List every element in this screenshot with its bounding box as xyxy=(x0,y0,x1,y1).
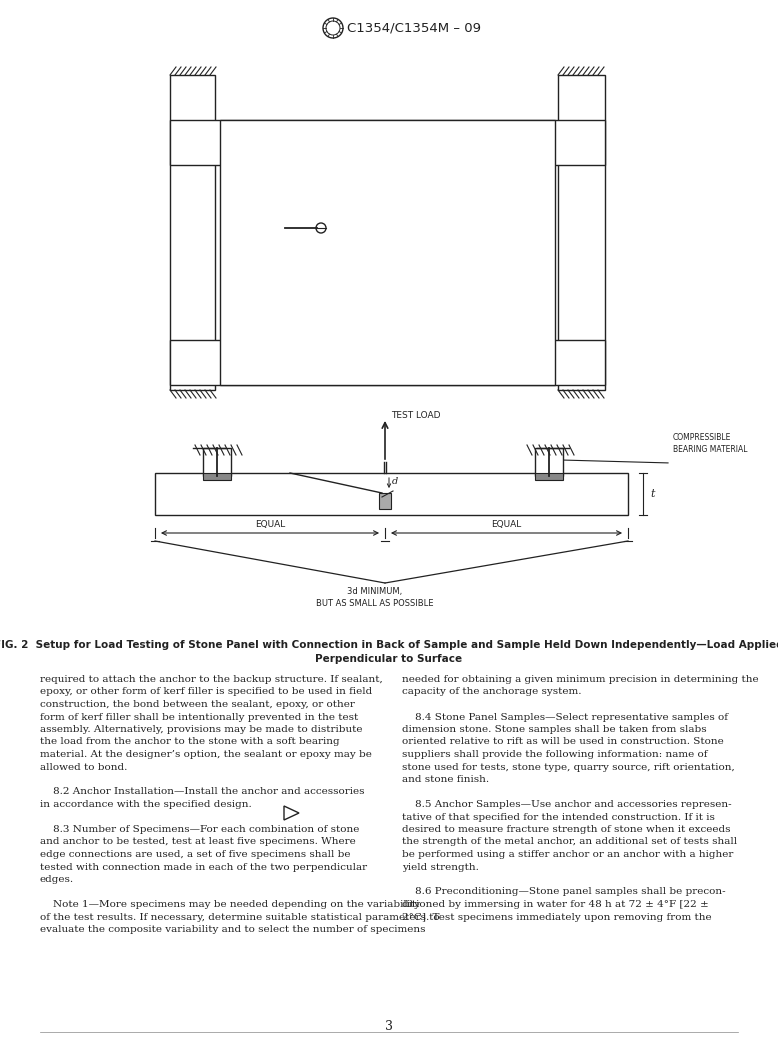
Text: EQUAL: EQUAL xyxy=(492,520,521,529)
Text: tested with connection made in each of the two perpendicular: tested with connection made in each of t… xyxy=(40,863,367,871)
Polygon shape xyxy=(284,806,299,820)
Text: yield strength.: yield strength. xyxy=(402,863,479,871)
Text: 8.6 Preconditioning—Stone panel samples shall be precon-: 8.6 Preconditioning—Stone panel samples … xyxy=(402,888,726,896)
Text: required to attach the anchor to the backup structure. If sealant,: required to attach the anchor to the bac… xyxy=(40,675,383,684)
Circle shape xyxy=(316,223,326,233)
Bar xyxy=(170,120,605,166)
Text: epoxy, or other form of kerf filler is specified to be used in field: epoxy, or other form of kerf filler is s… xyxy=(40,687,372,696)
Text: assembly. Alternatively, provisions may be made to distribute: assembly. Alternatively, provisions may … xyxy=(40,725,363,734)
Text: needed for obtaining a given minimum precision in determining the: needed for obtaining a given minimum pre… xyxy=(402,675,759,684)
Text: tative of that specified for the intended construction. If it is: tative of that specified for the intende… xyxy=(402,812,715,821)
Text: 8.5 Anchor Samples—Use anchor and accessories represen-: 8.5 Anchor Samples—Use anchor and access… xyxy=(402,799,731,809)
Bar xyxy=(155,473,628,515)
Text: COMPRESSIBLE
BEARING MATERIAL: COMPRESSIBLE BEARING MATERIAL xyxy=(673,433,748,454)
Text: material. At the designer’s option, the sealant or epoxy may be: material. At the designer’s option, the … xyxy=(40,750,372,759)
Bar xyxy=(203,473,231,480)
Text: 2°C]. Test specimens immediately upon removing from the: 2°C]. Test specimens immediately upon re… xyxy=(402,913,712,921)
Text: edges.: edges. xyxy=(40,875,74,884)
Text: oriented relative to rift as will be used in construction. Stone: oriented relative to rift as will be use… xyxy=(402,737,724,746)
Bar xyxy=(220,120,555,385)
Text: and anchor to be tested, test at least five specimens. Where: and anchor to be tested, test at least f… xyxy=(40,838,356,846)
Text: the load from the anchor to the stone with a soft bearing: the load from the anchor to the stone wi… xyxy=(40,737,340,746)
Text: capacity of the anchorage system.: capacity of the anchorage system. xyxy=(402,687,581,696)
Text: of the test results. If necessary, determine suitable statistical parameters to: of the test results. If necessary, deter… xyxy=(40,913,440,921)
Text: be performed using a stiffer anchor or an anchor with a higher: be performed using a stiffer anchor or a… xyxy=(402,850,734,859)
Text: desired to measure fracture strength of stone when it exceeds: desired to measure fracture strength of … xyxy=(402,826,731,834)
Text: 8.3 Number of Specimens—For each combination of stone: 8.3 Number of Specimens—For each combina… xyxy=(40,826,359,834)
Text: dimension stone. Stone samples shall be taken from slabs: dimension stone. Stone samples shall be … xyxy=(402,725,706,734)
Text: EQUAL: EQUAL xyxy=(255,520,285,529)
Text: d: d xyxy=(392,477,398,485)
Text: 3d MINIMUM,
BUT AS SMALL AS POSSIBLE: 3d MINIMUM, BUT AS SMALL AS POSSIBLE xyxy=(316,587,434,608)
Text: form of kerf filler shall be intentionally prevented in the test: form of kerf filler shall be intentional… xyxy=(40,712,358,721)
Bar xyxy=(170,75,215,390)
Text: allowed to bond.: allowed to bond. xyxy=(40,762,128,771)
Text: in accordance with the specified design.: in accordance with the specified design. xyxy=(40,799,252,809)
Text: and stone finish.: and stone finish. xyxy=(402,775,489,784)
Text: suppliers shall provide the following information: name of: suppliers shall provide the following in… xyxy=(402,750,707,759)
Bar xyxy=(203,448,231,476)
Bar xyxy=(170,340,605,385)
Text: construction, the bond between the sealant, epoxy, or other: construction, the bond between the seala… xyxy=(40,700,355,709)
Text: C1354/C1354M – 09: C1354/C1354M – 09 xyxy=(347,22,481,34)
Text: the strength of the metal anchor, an additional set of tests shall: the strength of the metal anchor, an add… xyxy=(402,838,737,846)
Bar xyxy=(535,448,563,476)
Text: 3: 3 xyxy=(385,1020,393,1033)
Text: edge connections are used, a set of five specimens shall be: edge connections are used, a set of five… xyxy=(40,850,351,859)
Bar xyxy=(535,473,563,480)
Text: ditioned by immersing in water for 48 h at 72 ± 4°F [22 ±: ditioned by immersing in water for 48 h … xyxy=(402,900,709,909)
Text: 8.2 Anchor Installation—Install the anchor and accessories: 8.2 Anchor Installation—Install the anch… xyxy=(40,787,365,796)
Text: 8.4 Stone Panel Samples—Select representative samples of: 8.4 Stone Panel Samples—Select represent… xyxy=(402,712,728,721)
Text: FIG. 2  Setup for Load Testing of Stone Panel with Connection in Back of Sample : FIG. 2 Setup for Load Testing of Stone P… xyxy=(0,640,778,664)
Text: TEST LOAD: TEST LOAD xyxy=(391,411,440,420)
Bar xyxy=(558,75,605,390)
Text: t: t xyxy=(650,489,654,499)
Text: evaluate the composite variability and to select the number of specimens: evaluate the composite variability and t… xyxy=(40,925,426,934)
Text: stone used for tests, stone type, quarry source, rift orientation,: stone used for tests, stone type, quarry… xyxy=(402,762,734,771)
Bar xyxy=(379,493,391,509)
Text: Note 1—More specimens may be needed depending on the variability: Note 1—More specimens may be needed depe… xyxy=(40,900,420,909)
